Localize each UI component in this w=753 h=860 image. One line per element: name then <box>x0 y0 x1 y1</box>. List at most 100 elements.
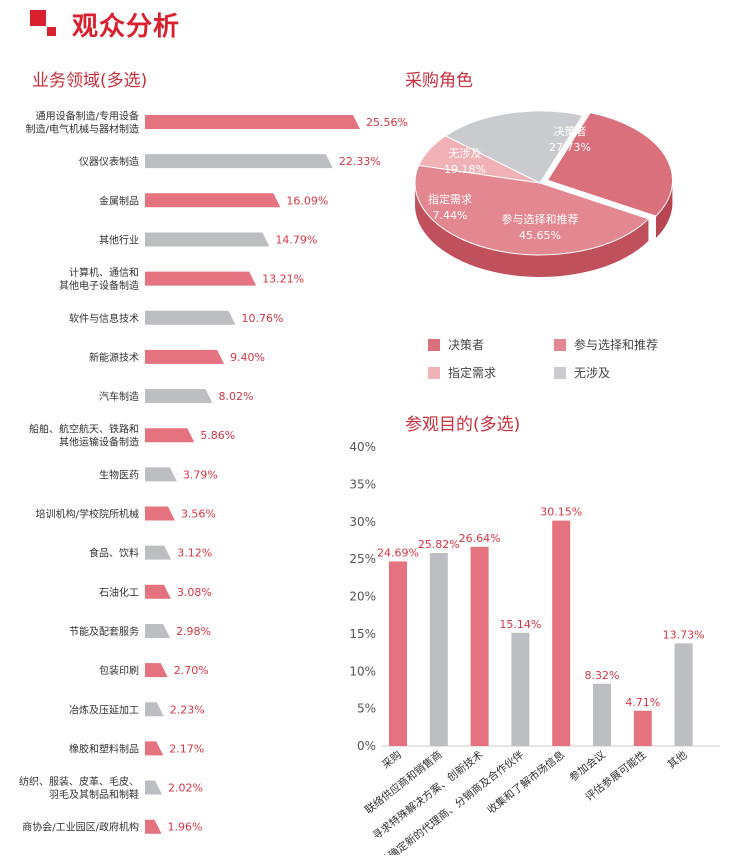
y-tick-label-4: 20% <box>349 590 376 604</box>
pie-slice-3 <box>444 110 584 184</box>
legend-item-none: 无涉及 <box>554 364 610 381</box>
legend-label: 决策者 <box>448 338 485 352</box>
pie-slice-0 <box>546 112 674 217</box>
bar-category-label-2: 金属制品 <box>99 194 139 207</box>
vbar-value-label-7: 13.73% <box>663 628 705 641</box>
bar-value-label-1: 22.33% <box>339 155 381 168</box>
vbar-5 <box>593 683 611 746</box>
bar-13 <box>145 623 171 638</box>
vbar-7 <box>674 643 693 746</box>
bar-value-label-11: 3.12% <box>177 547 212 560</box>
y-tick-label-6: 30% <box>349 515 376 529</box>
bar-12 <box>145 584 171 599</box>
logo-icon <box>30 10 60 40</box>
bar-category-label-9: 生物医药 <box>99 468 139 481</box>
bar-category-label-3: 其他行业 <box>99 233 139 246</box>
pie-side-1 <box>415 180 649 277</box>
y-tick-label-5: 25% <box>349 552 376 566</box>
bar-value-label-2: 16.09% <box>286 194 328 207</box>
bar-category-label-4: 计算机、通信和 <box>69 266 139 279</box>
pie-side-0 <box>655 176 673 239</box>
bar-category-label-6: 新能源技术 <box>89 351 139 364</box>
bar-value-label-4: 13.21% <box>262 273 304 286</box>
bar-value-label-16: 2.17% <box>169 742 204 755</box>
bar-category-label-10: 培训机构/学校院所机械 <box>36 508 139 521</box>
page-title: 观众分析 <box>72 12 181 42</box>
vbar-0 <box>389 561 407 746</box>
bar-category-label-0: 制造/电气机械与器材制造 <box>26 123 139 136</box>
bar-8 <box>145 428 195 443</box>
vbar-value-label-6: 4.71% <box>625 696 660 709</box>
pie-slice-1 <box>414 164 650 256</box>
bar-4 <box>145 271 257 286</box>
bar-value-label-8: 5.86% <box>200 429 235 442</box>
vbar-value-label-0: 24.69% <box>377 546 419 559</box>
legend-swatch <box>554 338 566 351</box>
pie-label-1: 参与选择和推荐 <box>502 212 579 226</box>
pie-value-label-1: 45.65% <box>519 229 561 242</box>
y-tick-label-7: 35% <box>349 477 376 491</box>
legend-item-decision: 决策者 <box>428 336 484 353</box>
purchase-role-title: 采购角色 <box>405 71 473 91</box>
vbar-6 <box>633 710 652 746</box>
visit-purpose-title: 参观目的(多选) <box>405 415 521 435</box>
bar-category-label-5: 软件与信息技术 <box>69 312 139 325</box>
bar-0 <box>145 115 360 129</box>
bar-15 <box>145 702 164 717</box>
bar-category-label-11: 食品、饮料 <box>89 547 139 560</box>
y-tick-label-1: 5% <box>357 702 376 716</box>
bar-11 <box>145 545 172 560</box>
bar-value-label-18: 1.96% <box>167 821 202 834</box>
bar-value-label-5: 10.76% <box>242 312 284 325</box>
bar-category-label-15: 冶炼及压延加工 <box>69 703 139 716</box>
bar-value-label-14: 2.70% <box>174 664 209 677</box>
bar-3 <box>145 232 270 247</box>
pie-value-label-2: 7.44% <box>433 209 468 222</box>
bar-value-label-15: 2.23% <box>170 703 205 716</box>
vbar-value-label-4: 30.15% <box>540 506 582 519</box>
y-tick-label-0: 0% <box>357 739 376 753</box>
vbar-4 <box>552 520 571 746</box>
purchase-role-chart: 决策者 27.73% 参与选择和推荐 45.65% 指定需求 7.44% 无涉及 19.18% <box>414 110 674 277</box>
bar-value-label-10: 3.56% <box>181 508 216 521</box>
vbar-category-label-7: 其他 <box>665 748 690 771</box>
bar-category-label-17: 羽毛及其制品和制鞋 <box>49 788 139 801</box>
bar-2 <box>145 193 281 208</box>
bar-category-label-8: 船舶、航空航天、铁路和 <box>29 423 139 436</box>
bar-value-label-9: 3.79% <box>183 468 218 481</box>
bar-category-label-4: 其他电子设备制造 <box>59 279 139 292</box>
vbar-value-label-1: 25.82% <box>418 538 460 551</box>
pie-label-0: 决策者 <box>554 124 587 138</box>
bar-6 <box>145 349 225 364</box>
legend-label: 无涉及 <box>574 366 611 380</box>
vbar-category-label-0: 采购 <box>379 748 404 771</box>
bar-value-label-17: 2.02% <box>168 782 203 795</box>
bar-value-label-6: 9.40% <box>230 351 265 364</box>
visit-purpose-chart: 0%5%10%15%20%25%30%35%40%24.69%采购25.82%联… <box>349 440 720 855</box>
vbar-3 <box>511 632 530 746</box>
legend-swatch <box>554 366 566 379</box>
vbar-value-label-2: 26.64% <box>459 532 501 545</box>
business-field-title: 业务领域(多选) <box>32 71 148 91</box>
legend-label: 指定需求 <box>448 366 497 380</box>
bar-16 <box>145 741 164 756</box>
y-tick-label-8: 40% <box>349 440 376 454</box>
vbar-value-label-5: 8.32% <box>585 669 620 682</box>
purchase-role-legend: 决策者 参与选择和推荐 指定需求 无涉及 <box>428 336 728 384</box>
vbar-value-label-3: 15.14% <box>499 618 541 631</box>
bar-14 <box>145 663 168 678</box>
legend-item-participate: 参与选择和推荐 <box>554 336 658 353</box>
y-tick-label-3: 15% <box>349 627 376 641</box>
bar-category-label-16: 橡胶和塑料制品 <box>69 742 139 755</box>
bar-value-label-3: 14.79% <box>275 233 317 246</box>
legend-swatch <box>428 366 440 379</box>
pie-label-2: 指定需求 <box>428 192 472 206</box>
bar-value-label-12: 3.08% <box>177 586 212 599</box>
bar-value-label-13: 2.98% <box>176 625 211 638</box>
legend-label: 参与选择和推荐 <box>574 338 659 352</box>
legend-swatch <box>428 338 440 351</box>
pie-value-label-0: 27.73% <box>549 141 591 154</box>
bar-category-label-18: 商协会/工业园区/政府机构 <box>22 821 139 834</box>
bar-7 <box>145 389 213 404</box>
bar-value-label-0: 25.56% <box>366 116 408 129</box>
